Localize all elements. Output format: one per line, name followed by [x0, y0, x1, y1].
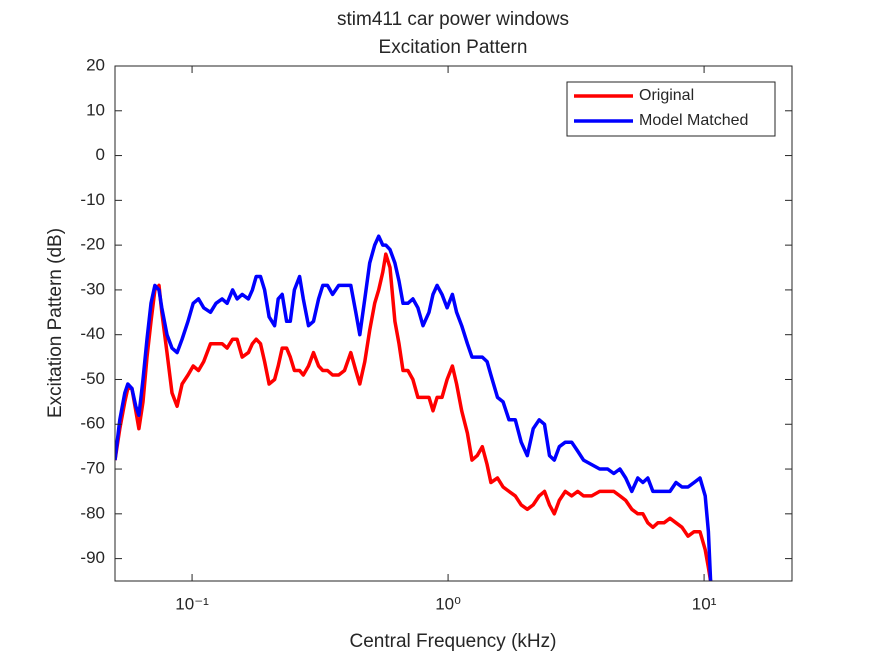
y-tick-label: -60: [80, 414, 105, 433]
y-tick-label: -50: [80, 369, 105, 388]
series-line: [115, 234, 713, 581]
plot-area: [115, 66, 792, 581]
y-tick-label: -10: [80, 190, 105, 209]
y-tick-label: -20: [80, 235, 105, 254]
axes-box: [114, 65, 793, 582]
y-axis-label: Excitation Pattern (dB): [45, 228, 66, 418]
x-tick-label: 10⁰: [435, 594, 461, 613]
y-tick-label: -40: [80, 324, 105, 343]
y-tick-label: 0: [96, 145, 105, 164]
legend-label: Original: [639, 87, 694, 104]
y-tick-label: -70: [80, 459, 105, 478]
plot-lines: [115, 234, 713, 581]
y-tick-label: 10: [86, 100, 105, 119]
y-tick-label: -80: [80, 503, 105, 522]
series-line: [115, 252, 713, 581]
chart-subtitle: Excitation Pattern: [379, 37, 528, 58]
x-axis-label: Central Frequency (kHz): [350, 631, 557, 652]
y-tick-label: -30: [80, 279, 105, 298]
x-tick-label: 10¹: [692, 594, 717, 613]
x-tick-label: 10⁻¹: [175, 594, 209, 613]
chart-title: stim411 car power windows: [337, 9, 569, 30]
y-tick-label: 20: [86, 55, 105, 74]
legend-box: [566, 81, 776, 137]
legend-label: Model Matched: [639, 112, 748, 129]
y-tick-label: -90: [80, 548, 105, 567]
